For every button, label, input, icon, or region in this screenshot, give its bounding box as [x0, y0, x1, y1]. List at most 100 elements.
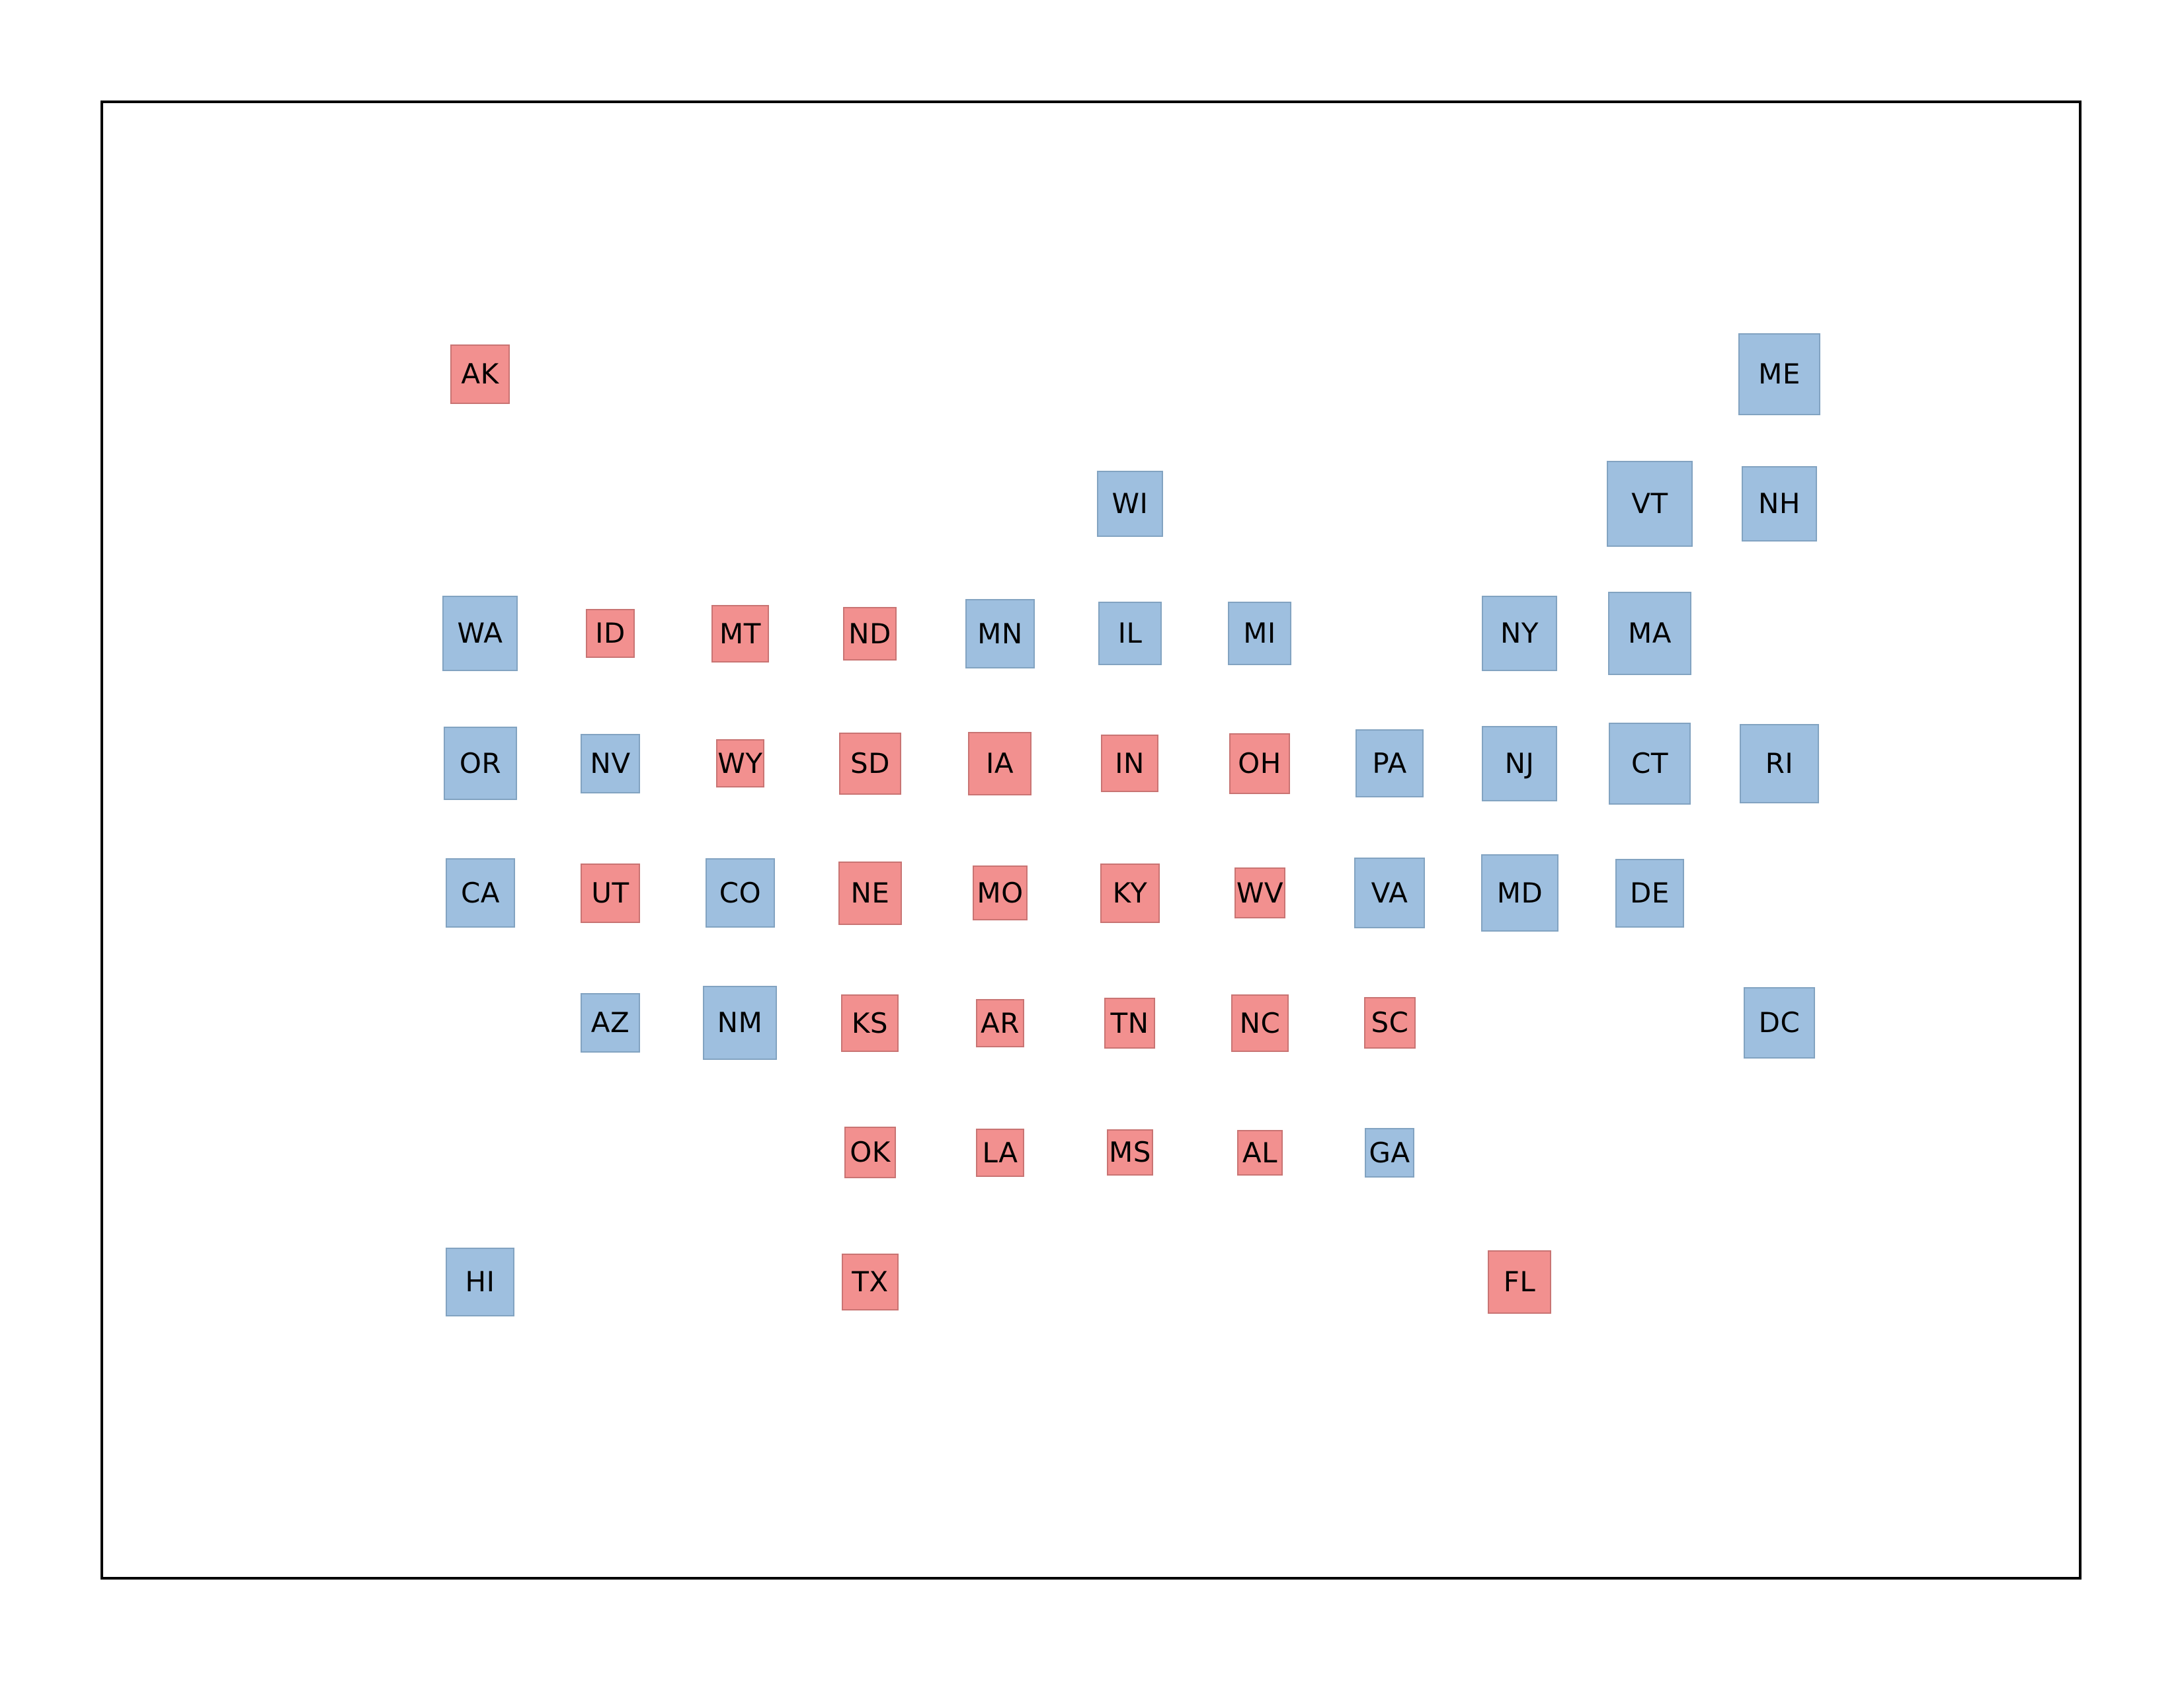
state-label: WV — [1236, 876, 1284, 909]
state-tile-ca: CA — [446, 858, 515, 928]
state-tile-tx: TX — [842, 1254, 899, 1310]
state-label: WY — [717, 746, 763, 780]
state-label: AK — [461, 358, 499, 390]
state-label: OH — [1238, 747, 1281, 780]
state-label: GA — [1369, 1136, 1410, 1169]
state-tile-de: DE — [1615, 859, 1684, 928]
state-tile-in: IN — [1101, 735, 1158, 792]
state-tile-md: MD — [1481, 854, 1558, 932]
state-tile-wy: WY — [716, 739, 764, 787]
state-tile-ks: KS — [841, 994, 899, 1052]
state-tile-ri: RI — [1740, 724, 1819, 803]
state-label: NC — [1239, 1006, 1281, 1039]
state-label: PA — [1372, 746, 1407, 780]
state-label: SD — [850, 747, 890, 780]
state-label: MN — [977, 617, 1023, 650]
state-tile-pa: PA — [1355, 729, 1424, 797]
state-label: CO — [719, 876, 762, 909]
state-label: MS — [1109, 1136, 1151, 1168]
state-tile-fl: FL — [1488, 1250, 1551, 1314]
state-tile-nm: NM — [703, 986, 777, 1060]
state-tile-dc: DC — [1744, 987, 1815, 1059]
state-tile-ar: AR — [976, 999, 1024, 1047]
state-tile-ok: OK — [844, 1127, 896, 1178]
state-label: HI — [465, 1266, 495, 1298]
state-tile-hi: HI — [446, 1248, 514, 1316]
state-label: ME — [1758, 358, 1800, 390]
state-label: ND — [848, 617, 891, 650]
state-tile-nj: NJ — [1482, 726, 1557, 801]
state-tile-tn: TN — [1104, 998, 1155, 1049]
state-tile-sc: SC — [1364, 997, 1416, 1049]
state-label: AZ — [590, 1006, 630, 1039]
state-tile-nc: NC — [1231, 994, 1289, 1052]
state-tile-me: ME — [1738, 333, 1820, 415]
state-label: KS — [851, 1006, 889, 1039]
state-label: MI — [1243, 617, 1276, 649]
state-tile-vt: VT — [1607, 461, 1693, 547]
state-label: DE — [1630, 877, 1670, 909]
state-label: CA — [460, 876, 501, 909]
state-tile-wa: WA — [442, 596, 518, 671]
state-label: LA — [982, 1136, 1018, 1169]
state-tile-co: CO — [706, 858, 775, 928]
state-label: MD — [1496, 876, 1543, 909]
state-tile-ct: CT — [1609, 723, 1691, 805]
state-label: IN — [1115, 746, 1145, 780]
state-label: RI — [1765, 747, 1794, 780]
state-label: AR — [981, 1006, 1020, 1039]
state-label: UT — [591, 877, 629, 909]
state-label: CT — [1631, 747, 1668, 780]
state-tile-ny: NY — [1482, 596, 1557, 671]
state-tile-ma: MA — [1608, 592, 1691, 675]
state-tile-ga: GA — [1365, 1128, 1414, 1178]
state-tile-az: AZ — [581, 993, 640, 1053]
state-label: SC — [1371, 1006, 1409, 1039]
state-label: MO — [977, 876, 1024, 909]
state-tile-ms: MS — [1107, 1129, 1153, 1176]
state-label: AL — [1242, 1136, 1278, 1169]
state-tile-il: IL — [1098, 602, 1162, 665]
state-tile-va: VA — [1354, 858, 1425, 928]
state-tile-wv: WV — [1234, 867, 1285, 918]
state-label: NE — [850, 877, 890, 909]
state-tile-oh: OH — [1229, 733, 1290, 794]
state-label: IL — [1117, 617, 1143, 649]
state-tile-ut: UT — [581, 864, 640, 923]
state-tile-id: ID — [586, 609, 635, 658]
state-tile-al: AL — [1237, 1130, 1283, 1176]
state-label: VA — [1371, 876, 1408, 909]
state-label: FL — [1503, 1266, 1536, 1298]
state-label: OR — [459, 746, 502, 780]
state-label: NY — [1500, 617, 1539, 649]
state-label: WI — [1112, 487, 1149, 520]
state-tile-mt: MT — [711, 605, 769, 663]
map-frame — [101, 100, 2082, 1580]
state-label: VT — [1631, 487, 1668, 520]
state-tile-mo: MO — [973, 865, 1028, 920]
state-label: IA — [985, 747, 1014, 780]
state-tile-nd: ND — [843, 607, 897, 661]
state-label: MA — [1628, 617, 1672, 649]
state-tile-mi: MI — [1228, 602, 1291, 665]
state-label: OK — [850, 1136, 891, 1168]
state-label: MT — [719, 617, 761, 650]
state-tile-mn: MN — [965, 599, 1035, 668]
state-label: NJ — [1504, 747, 1535, 780]
state-tile-ak: AK — [450, 344, 510, 404]
state-tile-ky: KY — [1100, 864, 1160, 923]
state-label: NV — [590, 747, 631, 780]
state-tile-nv: NV — [581, 734, 640, 793]
state-label: TX — [852, 1266, 889, 1298]
state-label: TN — [1110, 1006, 1149, 1039]
state-label: ID — [595, 617, 626, 649]
state-tile-or: OR — [444, 727, 517, 800]
state-label: DC — [1758, 1006, 1800, 1039]
state-tile-wi: WI — [1097, 471, 1163, 537]
state-tile-la: LA — [976, 1129, 1024, 1177]
state-label: NH — [1758, 487, 1800, 520]
state-tile-ne: NE — [838, 862, 902, 925]
state-tile-ia: IA — [968, 732, 1031, 795]
state-tile-nh: NH — [1742, 466, 1817, 542]
state-tile-sd: SD — [839, 733, 901, 795]
